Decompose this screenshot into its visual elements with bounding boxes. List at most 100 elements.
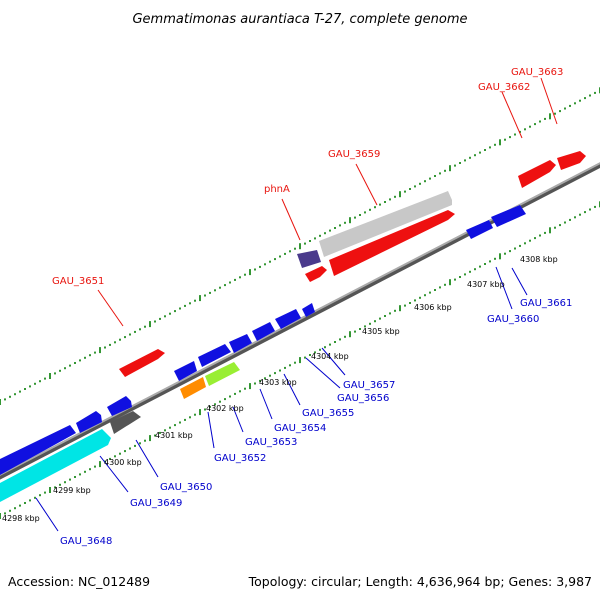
minor-tick [479,265,481,268]
minor-tick [384,201,386,203]
gene-gau-3659[interactable] [319,191,452,257]
gene-gau-3651[interactable] [119,349,165,377]
minor-tick [279,255,281,258]
minor-tick [439,172,441,175]
gene-gau-3652[interactable] [180,377,206,399]
gene-gau-3648[interactable] [0,429,111,502]
minor-tick [204,408,206,411]
minor-tick [124,336,126,339]
gene-gau-3657-b[interactable] [275,309,301,329]
minor-tick [219,400,221,403]
label-gau-3648[interactable]: GAU_3648 [60,536,112,547]
label-gau-3656[interactable]: GAU_3656 [337,393,389,404]
tick-label: 4304 kbp [311,352,349,361]
minor-tick [469,156,471,159]
minor-tick [319,348,321,351]
label-gau-3657[interactable]: GAU_3657 [343,380,395,391]
minor-tick [189,302,191,305]
minor-tick [304,242,306,245]
minor-tick [329,343,331,346]
minor-tick [494,143,496,146]
minor-tick [409,188,411,190]
minor-tick [274,372,276,375]
gene-phna-red-bar[interactable] [329,210,455,276]
label-gau-3653[interactable]: GAU_3653 [245,437,297,448]
gene-gau-3649-b[interactable] [107,396,132,416]
label-gau-3651[interactable]: GAU_3651 [52,276,104,287]
minor-tick [179,307,181,310]
minor-tick [404,304,406,307]
major-tick [499,139,501,146]
minor-tick [539,234,541,237]
minor-tick [89,468,91,471]
gene-gau-3650[interactable] [110,411,141,434]
minor-tick [564,107,566,110]
minor-tick [574,102,576,105]
minor-tick [524,242,526,245]
minor-tick [479,151,481,154]
minor-tick [9,395,11,398]
minor-tick [184,418,186,421]
minor-tick [414,299,416,302]
minor-tick [374,320,376,323]
minor-tick [339,338,341,341]
minor-tick [359,328,361,330]
minor-tick [284,366,286,369]
label-gau-3662[interactable]: GAU_3662 [478,82,530,93]
gene-gau-3649[interactable] [76,411,102,433]
gene-purple-block[interactable] [297,250,321,268]
minor-tick [374,206,376,209]
major-tick [249,383,251,390]
minor-tick [589,208,591,211]
minor-tick [29,499,31,502]
gene-phna-small-red[interactable] [305,266,327,282]
gene-gau-3653[interactable] [205,362,240,386]
minor-tick [44,377,46,380]
label-gau-3655[interactable]: GAU_3655 [302,408,354,419]
gene-gau-3662[interactable] [518,160,556,188]
gene-gau-3661[interactable] [491,205,526,227]
label-gau-3661[interactable]: GAU_3661 [520,298,572,309]
minor-tick [254,382,256,385]
gene-gau-3657[interactable] [252,322,275,341]
label-phna[interactable]: phnA [264,184,290,195]
minor-tick [119,452,121,455]
minor-tick [459,276,461,278]
minor-tick [394,309,396,312]
label-gau-3650[interactable]: GAU_3650 [160,482,212,493]
minor-tick [214,403,216,406]
label-gau-3652[interactable]: GAU_3652 [214,453,266,464]
minor-tick [369,322,371,325]
minor-tick [584,211,586,214]
label-gau-3659[interactable]: GAU_3659 [328,149,380,160]
minor-tick [64,481,66,484]
reverse-gene-labels: GAU_3648 GAU_3649 GAU_3650 GAU_3652 GAU_… [60,298,572,547]
gene-gau-3657-c[interactable] [302,303,315,317]
minor-tick [459,162,461,164]
gene-gau-3648-b[interactable] [0,425,76,475]
minor-tick [144,325,146,328]
minor-tick [384,315,386,317]
gene-gau-3663[interactable] [557,151,586,170]
gene-gau-3654[interactable] [174,361,197,381]
minor-tick [234,278,236,281]
label-gau-3663[interactable]: GAU_3663 [511,67,563,78]
minor-tick [494,257,496,260]
minor-tick [134,444,136,447]
minor-tick [69,478,71,481]
gene-gau-3655[interactable] [198,344,231,367]
label-gau-3660[interactable]: GAU_3660 [487,314,539,325]
minor-tick [529,125,531,128]
gene-gau-3656[interactable] [229,334,252,353]
major-tick [99,347,101,354]
label-gau-3649[interactable]: GAU_3649 [130,498,182,509]
tick-label: 4299 kbp [53,486,91,495]
minor-tick [259,265,261,268]
label-gau-3654[interactable]: GAU_3654 [274,423,326,434]
minor-tick [174,424,176,427]
minor-tick [554,112,556,115]
gene-gau-3660[interactable] [466,220,493,239]
minor-tick [419,182,421,185]
minor-tick [94,465,96,468]
minor-tick [414,185,416,188]
